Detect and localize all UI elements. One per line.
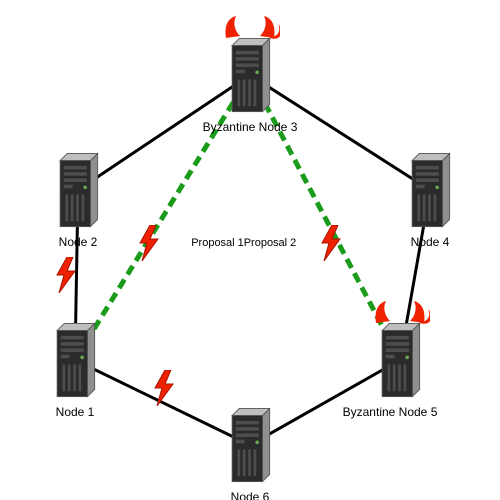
server-node-byz3 [225, 30, 275, 120]
server-node-node1 [50, 315, 100, 405]
server-node-node2 [53, 145, 103, 235]
lightning-bolt-icon [53, 257, 77, 293]
edge-label: Proposal 1 [191, 237, 244, 249]
server-node-byz5 [375, 315, 425, 405]
lightning-bolt-icon [136, 225, 160, 261]
node-label-node1: Node 1 [56, 405, 95, 419]
network-diagram: Proposal 1Proposal 2 Byzantine Node 3 Node… [0, 0, 500, 500]
node-label-node2: Node 2 [59, 235, 98, 249]
node-label-byz5: Byzantine Node 5 [343, 405, 438, 419]
node-label-byz3: Byzantine Node 3 [203, 120, 298, 134]
lightning-bolt-icon [318, 225, 342, 261]
lightning-bolt-icon [151, 370, 175, 406]
server-node-node6 [225, 400, 275, 490]
node-label-node4: Node 4 [411, 235, 450, 249]
edge-label: Proposal 2 [244, 237, 297, 249]
node-label-node6: Node 6 [231, 490, 270, 500]
server-node-node4 [405, 145, 455, 235]
